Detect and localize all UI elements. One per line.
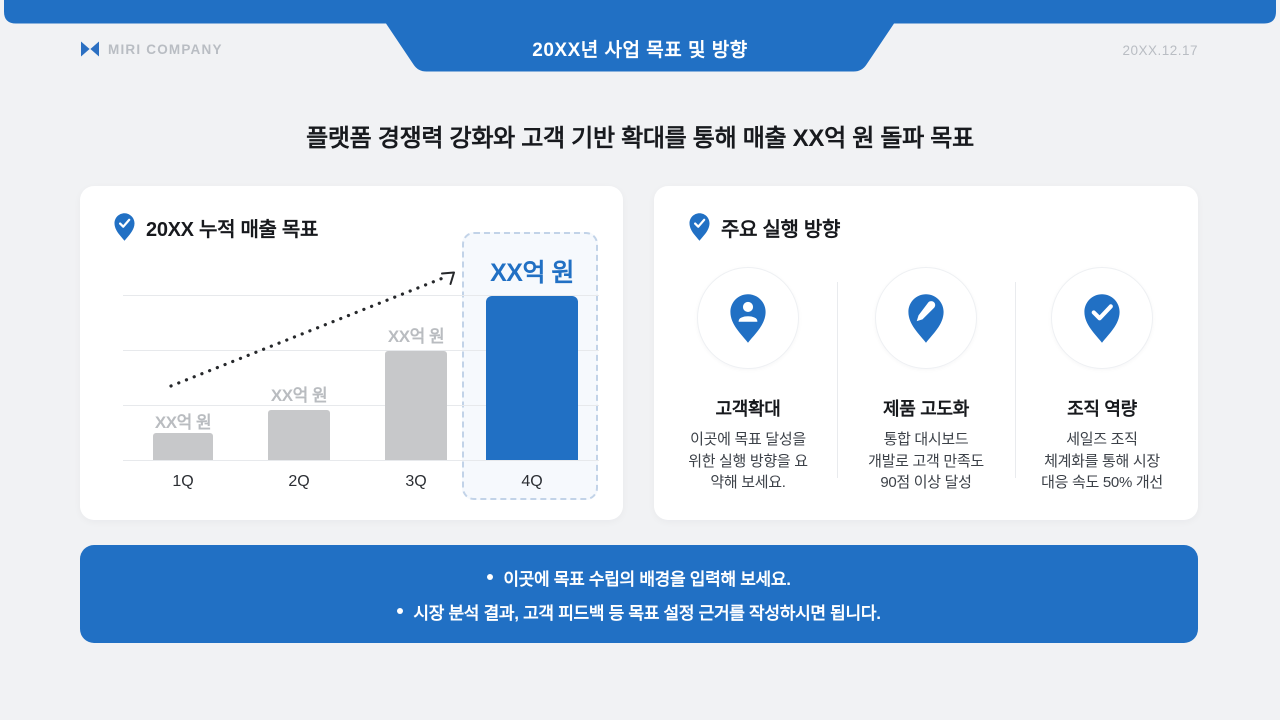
cumulative-revenue-card: 20XX 누적 매출 목표 XX억 원 XX억 원 XX억 원 XX억 원 1Q… — [80, 186, 623, 520]
person-pin-icon — [730, 293, 766, 343]
note-bullet-row: 시장 분석 결과, 고객 피드백 등 목표 설정 근거를 작성하시면 됩니다. — [397, 599, 881, 624]
bar-label-2q: XX억 원 — [270, 386, 328, 405]
top-banner-shape — [4, 0, 1276, 72]
actions-card-header: 주요 실행 방향 — [687, 212, 840, 242]
action-title: 제품 고도화 — [882, 399, 969, 419]
gridline-baseline — [123, 460, 599, 461]
action-description: 통합 대시보드 개발로 고객 만족도 90점 이상 달성 — [868, 431, 984, 491]
column-divider — [837, 282, 838, 478]
action-title: 고객확대 — [715, 399, 781, 419]
action-description: 세일즈 조직 체계화를 통해 시장 대응 속도 50% 개선 — [1041, 431, 1163, 491]
pin-check-icon — [689, 213, 710, 241]
action-column-organization: 조직 역량 세일즈 조직 체계화를 통해 시장 대응 속도 50% 개선 — [1012, 267, 1192, 494]
actions-card-title: 주요 실행 방향 — [721, 218, 841, 241]
company-name: MIRI COMPANY — [108, 41, 223, 57]
chart-card-title: 20XX 누적 매출 목표 — [146, 218, 319, 241]
note-text: 시장 분석 결과, 고객 피드백 등 목표 설정 근거를 작성하시면 됩니다. — [413, 603, 881, 623]
action-title: 조직 역량 — [1067, 399, 1137, 419]
gridline — [123, 350, 599, 351]
goal-background-note: 이곳에 목표 수립의 배경을 입력해 보세요. 시장 분석 결과, 고객 피드백… — [80, 545, 1198, 643]
action-description: 이곳에 목표 달성을 위한 실행 방향을 요 약해 보세요. — [688, 431, 808, 491]
key-actions-card: 주요 실행 방향 고객확대 이곳에 목표 달성을 위한 실행 방향을 요 약해 … — [654, 186, 1198, 520]
check-pin-icon — [1084, 293, 1120, 343]
bar-2q — [268, 410, 330, 460]
bar-1q — [153, 433, 213, 460]
column-divider — [1015, 282, 1016, 478]
x-label-2q: 2Q — [288, 473, 310, 490]
bar-4q-highlight — [486, 296, 578, 460]
icon-circle — [875, 267, 977, 369]
trend-arrow-icon — [169, 271, 455, 388]
bowtie-logo-icon — [81, 41, 99, 57]
gridline — [123, 405, 599, 406]
note-text: 이곳에 목표 수립의 배경을 입력해 보세요. — [503, 569, 791, 589]
pencil-pin-icon — [908, 293, 944, 343]
note-bullet-row: 이곳에 목표 수립의 배경을 입력해 보세요. — [487, 565, 791, 590]
bar-3q — [385, 351, 447, 460]
x-label-4q: 4Q — [521, 473, 543, 490]
bullet-dot-icon — [487, 574, 494, 580]
slide-date: 20XX.12.17 — [1122, 43, 1198, 58]
pin-check-icon — [114, 213, 135, 241]
x-label-1q: 1Q — [172, 473, 194, 490]
slide-main-title: 플랫폼 경쟁력 강화와 고객 기반 확대를 통해 매출 XX억 원 돌파 목표 — [306, 125, 974, 152]
bar-label-3q: XX억 원 — [387, 327, 445, 346]
action-column-product: 제품 고도화 통합 대시보드 개발로 고객 만족도 90점 이상 달성 — [836, 267, 1016, 494]
gridline — [123, 295, 599, 296]
chart-card-header: 20XX 누적 매출 목표 — [112, 212, 318, 242]
banner-title: 20XX년 사업 목표 및 방향 — [532, 39, 748, 61]
x-label-3q: 3Q — [405, 473, 427, 490]
icon-circle — [1051, 267, 1153, 369]
bar-label-4q: XX억 원 — [490, 259, 574, 287]
company-logo: MIRI COMPANY — [80, 41, 223, 57]
bar-label-1q: XX억 원 — [154, 413, 212, 432]
bullet-dot-icon — [397, 608, 404, 614]
icon-circle — [697, 267, 799, 369]
action-column-customer-growth: 고객확대 이곳에 목표 달성을 위한 실행 방향을 요 약해 보세요. — [658, 267, 838, 494]
